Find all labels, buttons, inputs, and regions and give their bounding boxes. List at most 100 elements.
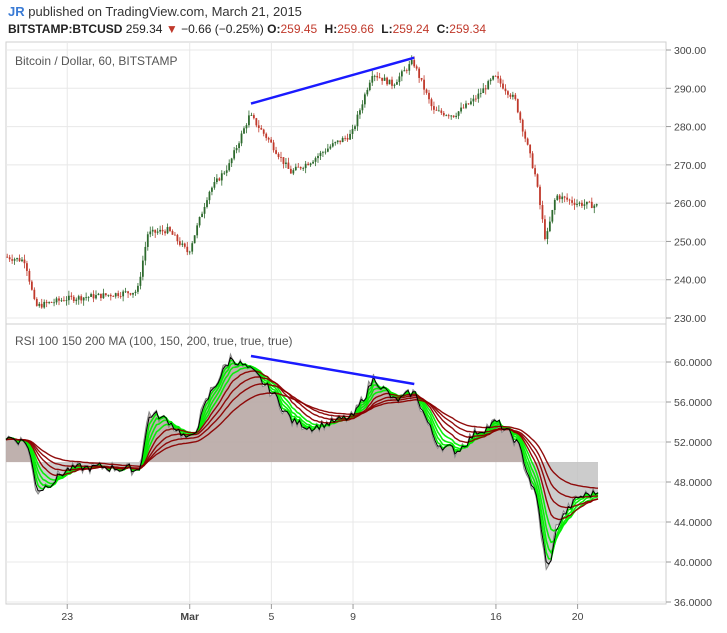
candle-body bbox=[287, 162, 290, 169]
candle-body bbox=[546, 231, 549, 240]
candle-body bbox=[35, 298, 38, 306]
candle-body bbox=[198, 217, 201, 226]
candle-body bbox=[440, 110, 443, 113]
candle-body bbox=[526, 138, 529, 145]
candle-body bbox=[166, 227, 169, 234]
price-tick-label: 280.00 bbox=[674, 122, 706, 134]
candle-body bbox=[324, 151, 327, 153]
candle-body bbox=[319, 152, 322, 156]
candle-body bbox=[117, 293, 120, 296]
candle-body bbox=[53, 302, 55, 304]
price-tick-label: 290.00 bbox=[674, 83, 706, 95]
candle-body bbox=[307, 163, 310, 166]
candle-body bbox=[159, 229, 162, 232]
chart-header: JR published on TradingView.com, March 2… bbox=[0, 0, 727, 40]
candle-body bbox=[250, 115, 253, 116]
candle-body bbox=[285, 162, 287, 164]
candle-body bbox=[124, 291, 127, 293]
candle-body bbox=[97, 293, 100, 296]
candle-body bbox=[578, 202, 581, 204]
publisher-name[interactable]: JR bbox=[8, 4, 25, 19]
candle-body bbox=[363, 94, 366, 105]
candle-body bbox=[141, 260, 144, 277]
candle-body bbox=[531, 153, 534, 169]
candle-body bbox=[137, 285, 139, 292]
candle-body bbox=[77, 296, 80, 300]
candle-body bbox=[514, 94, 517, 100]
candle-body bbox=[381, 77, 384, 81]
candle-body bbox=[378, 77, 381, 79]
candle-body bbox=[6, 256, 9, 258]
published-note: published on TradingView.com, March 21, … bbox=[28, 4, 302, 19]
low-value: 259.24 bbox=[392, 22, 430, 36]
candle-body bbox=[326, 148, 329, 152]
price-pane[interactable] bbox=[5, 41, 667, 325]
candle-body bbox=[100, 293, 102, 299]
candle-body bbox=[386, 77, 388, 85]
candle-body bbox=[371, 76, 374, 83]
candle-body bbox=[223, 172, 226, 174]
candle-body bbox=[218, 178, 221, 181]
candle-body bbox=[178, 241, 181, 245]
candle-body bbox=[240, 133, 243, 144]
candle-body bbox=[304, 163, 307, 169]
candle-body bbox=[255, 118, 258, 126]
price-axis[interactable]: 300.00 290.00 280.00 270.00 260.00 250.00 240.… bbox=[666, 45, 706, 325]
candle-body bbox=[339, 140, 342, 143]
candle-body bbox=[233, 150, 236, 159]
candle-body bbox=[452, 115, 455, 118]
candle-body bbox=[329, 146, 332, 149]
candle-body bbox=[349, 133, 351, 140]
candle-body bbox=[289, 168, 292, 174]
ohlc-line: BITSTAMP:BTCUSD 259.34 ▼ −0.66 (−0.25%) … bbox=[8, 22, 490, 36]
candle-body bbox=[208, 191, 211, 201]
time-tick-label: Mar bbox=[180, 611, 199, 623]
candle-body bbox=[104, 293, 107, 296]
candle-body bbox=[272, 142, 275, 151]
candle-body bbox=[50, 302, 53, 303]
candle-body bbox=[292, 170, 295, 174]
candle-body bbox=[437, 110, 440, 112]
candle-body bbox=[373, 75, 376, 77]
candle-body bbox=[43, 301, 46, 308]
rsi-pane-title: RSI 100 150 200 MA (100, 150, 200, true,… bbox=[15, 334, 293, 348]
candle-body bbox=[267, 137, 270, 140]
candle-body bbox=[356, 114, 359, 127]
candle-body bbox=[193, 235, 196, 244]
candle-body bbox=[275, 150, 277, 154]
trendlines-group bbox=[250, 56, 415, 386]
candle-body bbox=[489, 79, 492, 82]
candle-body bbox=[573, 202, 576, 205]
candle-body bbox=[467, 103, 470, 105]
candle-body bbox=[539, 186, 541, 206]
candle-body bbox=[265, 133, 268, 138]
candle-body bbox=[206, 200, 208, 207]
rsi-axis[interactable]: 60.0000 56.0000 52.0000 48.0000 44.0000 40.00… bbox=[666, 357, 712, 609]
open-value: 259.45 bbox=[280, 22, 318, 36]
candle-body bbox=[70, 295, 73, 297]
symbol-label[interactable]: BITSTAMP:BTCUSD bbox=[8, 22, 123, 36]
rsi-trendline bbox=[250, 354, 415, 386]
candle-body bbox=[482, 88, 485, 94]
candle-body bbox=[132, 292, 134, 295]
publisher-line: JR published on TradingView.com, March 2… bbox=[8, 4, 302, 19]
candle-body bbox=[447, 115, 450, 117]
candle-body bbox=[67, 295, 70, 301]
candle-body bbox=[38, 303, 41, 306]
candle-body bbox=[18, 258, 21, 262]
candle-body bbox=[534, 168, 536, 175]
candle-body bbox=[183, 243, 186, 247]
candle-body bbox=[492, 75, 495, 80]
candle-body bbox=[479, 93, 482, 94]
time-tick-label: 5 bbox=[268, 611, 274, 623]
candle-body bbox=[460, 107, 462, 112]
candle-body bbox=[176, 234, 179, 242]
candle-body bbox=[470, 101, 472, 105]
time-axis[interactable]: 23 Mar 5 9 16 20 bbox=[61, 604, 584, 623]
candle-body bbox=[396, 82, 398, 85]
candle-body bbox=[149, 231, 152, 235]
candle-body bbox=[191, 243, 194, 252]
candle-body bbox=[30, 281, 33, 290]
candle-body bbox=[524, 131, 527, 139]
